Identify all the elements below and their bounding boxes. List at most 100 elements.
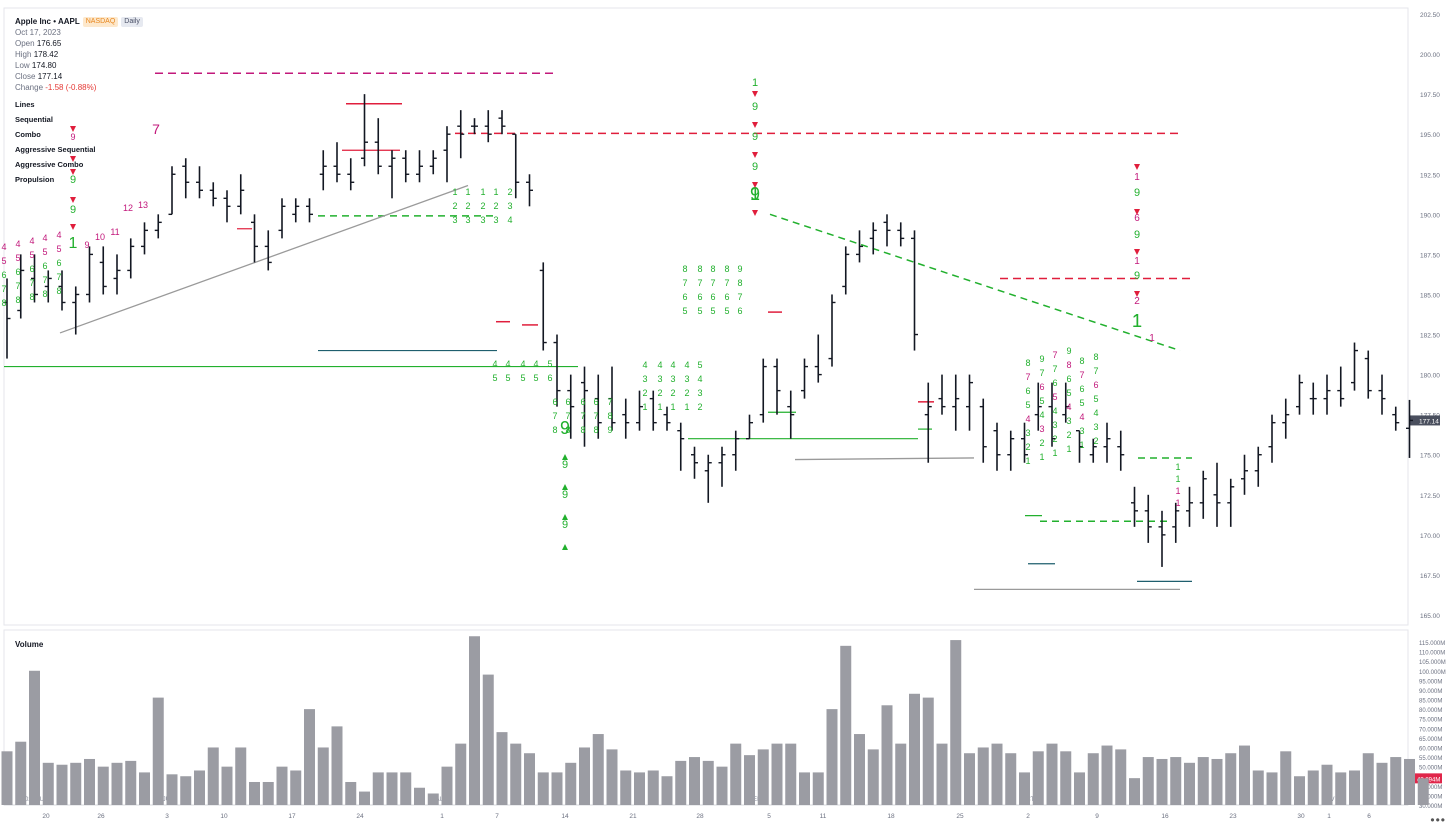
trend-line <box>59 184 469 334</box>
volume-bar <box>359 791 370 805</box>
indicator-menu-item[interactable]: Combo <box>15 130 41 139</box>
indicator-menu-item[interactable]: Propulsion <box>15 175 55 184</box>
volume-bar <box>139 772 150 805</box>
volume-bar <box>304 709 315 805</box>
count-label: 5 <box>42 247 47 257</box>
count-label: 1 <box>1066 444 1071 454</box>
count-label: 2 <box>657 388 662 398</box>
count-label: 1 <box>1039 452 1044 462</box>
volume-tick-label: 110.000M <box>1419 651 1445 657</box>
volume-bar <box>675 760 687 805</box>
ohlc-row-high: High 178.42 <box>15 49 143 60</box>
volume-bar <box>620 770 632 805</box>
count-label: 7 <box>682 278 687 288</box>
count-label: 6 <box>1 270 6 280</box>
ohlc-bar <box>1282 398 1290 439</box>
indicator-menu-item[interactable]: Aggressive Sequential <box>15 145 96 154</box>
volume-bar <box>427 793 439 805</box>
indicator-menu-item[interactable]: Sequential <box>15 115 53 124</box>
count-label: 5 <box>56 244 61 254</box>
ohlc-bar <box>402 150 410 183</box>
ohlc-bar <box>1034 382 1042 431</box>
ohlc-bar <box>759 358 767 423</box>
count-label: 5 <box>533 373 538 383</box>
sell-arrow-icon <box>752 152 758 158</box>
volume-bar <box>537 772 549 805</box>
ohlc-bar <box>1021 422 1028 463</box>
ohlc-label: Open <box>15 39 35 48</box>
volume-bar <box>29 670 40 805</box>
ohlc-bar <box>457 110 465 159</box>
count-label: 9 <box>562 519 568 531</box>
volume-bar <box>1404 758 1415 805</box>
count-label: 5 <box>697 306 702 316</box>
buy-arrow-icon <box>562 484 568 490</box>
count-label: 5 <box>1079 398 1084 408</box>
volume-tick-label: 100.000M <box>1419 670 1446 676</box>
count-label: 7 <box>1079 370 1084 380</box>
ohlc-bar <box>636 390 643 431</box>
volume-bar <box>867 749 879 805</box>
volume-bar <box>1307 770 1319 805</box>
ohlc-bar <box>924 382 932 463</box>
count-label: 1 <box>465 187 470 197</box>
count-label: 1 <box>1132 311 1142 331</box>
count-label: 1 <box>493 187 498 197</box>
count-label: 3 <box>452 215 457 225</box>
ohlc-bar <box>333 142 341 183</box>
count-label: 4 <box>56 230 61 240</box>
time-tick-label: 25 <box>956 813 964 820</box>
volume-bar <box>317 747 329 805</box>
count-label: 11 <box>110 227 119 237</box>
count-label: 8 <box>580 425 585 435</box>
count-label: 4 <box>1025 414 1030 424</box>
ohlc-bar <box>484 110 492 143</box>
ohlc-bar <box>911 230 918 351</box>
ohlc-bar <box>182 158 190 199</box>
ohlc-bar <box>828 294 836 367</box>
trend-line <box>794 457 975 461</box>
volume-bar <box>799 772 810 805</box>
ohlc-bar <box>553 334 561 407</box>
ohlc-bar <box>622 398 630 439</box>
volume-bar <box>1349 770 1360 805</box>
count-label: 7 <box>710 278 715 288</box>
volume-bar <box>455 743 467 805</box>
indicator-menu-item[interactable]: Lines <box>15 100 35 109</box>
ohlc-bar <box>1048 382 1056 447</box>
ohlc-bar <box>1158 510 1166 567</box>
ohlc-bar <box>429 150 437 175</box>
volume-bar <box>1115 749 1127 805</box>
volume-bar <box>42 762 54 805</box>
count-label: 3 <box>1039 424 1044 434</box>
sell-arrow-icon <box>1134 249 1140 255</box>
ohlc-bar <box>1144 494 1152 543</box>
count-label: 9 <box>70 132 75 142</box>
timeframe-badge[interactable]: Daily <box>121 17 143 27</box>
volume-bar <box>1252 770 1264 805</box>
count-label: 1 <box>1175 462 1180 472</box>
count-label: 5 <box>710 306 715 316</box>
ohlc-bar <box>416 150 423 183</box>
ohlc-bar <box>1364 350 1372 399</box>
count-label: 1 <box>684 402 689 412</box>
change-label: Change <box>15 83 44 92</box>
ohlc-bar <box>1186 486 1193 527</box>
count-label: 5 <box>724 306 729 316</box>
volume-bar <box>592 734 604 805</box>
ohlc-bar <box>677 422 685 471</box>
volume-bar <box>1 751 13 805</box>
indicator-menu-item[interactable]: Aggressive Combo <box>15 160 84 169</box>
ohlc-bar <box>223 190 231 223</box>
count-label: 1 <box>670 402 675 412</box>
time-tick-label: 21 <box>629 813 637 820</box>
volume-bar <box>1335 772 1347 805</box>
more-options-icon[interactable]: ••• <box>1430 813 1446 827</box>
volume-bar <box>1060 751 1072 805</box>
ohlc-bar <box>1172 502 1180 543</box>
sell-arrow-icon <box>1134 209 1140 215</box>
count-label: 3 <box>507 201 512 211</box>
count-label: 1 <box>1134 256 1140 267</box>
